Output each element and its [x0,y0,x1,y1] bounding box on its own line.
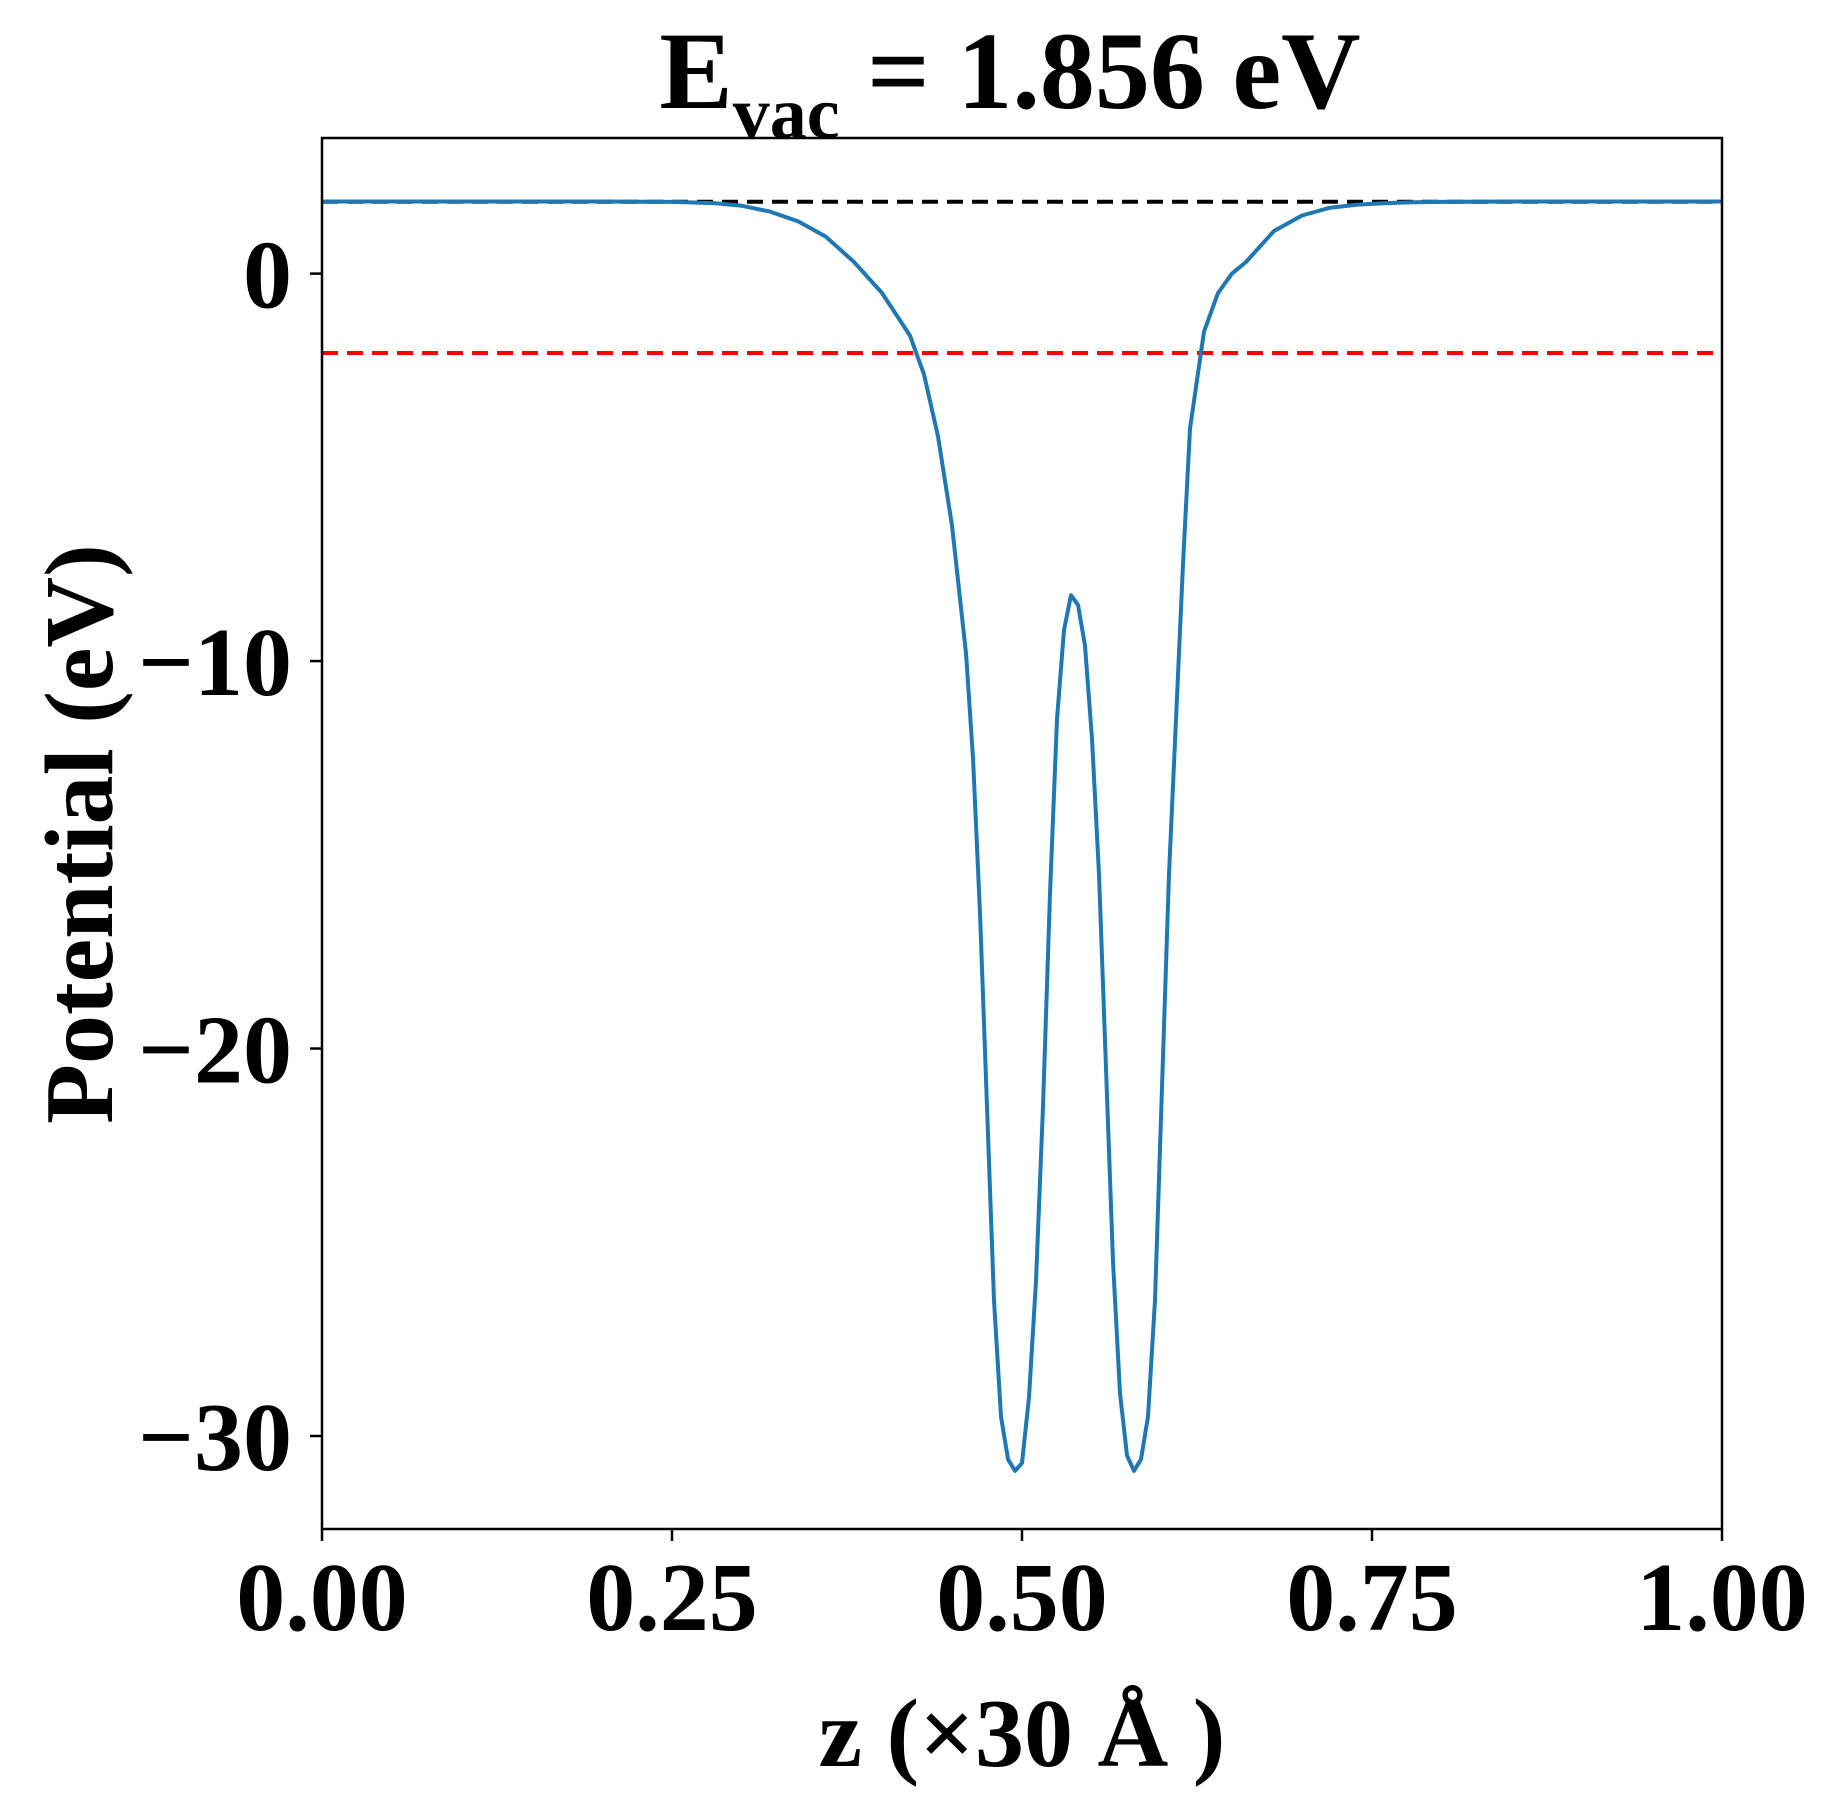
y-tick-label: 0 [243,222,292,330]
y-tick-label: −20 [138,997,292,1105]
y-axis-ticks: 0 −10 −20 −30 [138,222,322,1492]
chart-title-main: E [659,10,732,132]
x-axis-ticks: 0.00 0.25 0.50 0.75 1.00 [236,1529,1808,1652]
chart-title: Evac = 1.856 eV [659,10,1360,155]
plot-area [322,199,1722,1473]
x-tick-label: 1.00 [1636,1544,1808,1652]
x-tick-label: 0.75 [1286,1544,1458,1652]
y-axis-label: Potential (eV) [26,544,134,1124]
chart-title-rest: = 1.856 eV [840,10,1361,132]
x-tick-label: 0.25 [586,1544,758,1652]
plot-frame [320,136,1724,1531]
x-tick-label: 0.50 [936,1544,1108,1652]
chart-title-subscript: vac [733,73,840,155]
potential-series-line [322,199,1722,1473]
x-axis-label: z (×30 Å ) [819,1680,1226,1788]
y-tick-label: −10 [138,609,292,717]
y-tick-label: −30 [138,1384,292,1492]
x-tick-label: 0.00 [236,1544,408,1652]
